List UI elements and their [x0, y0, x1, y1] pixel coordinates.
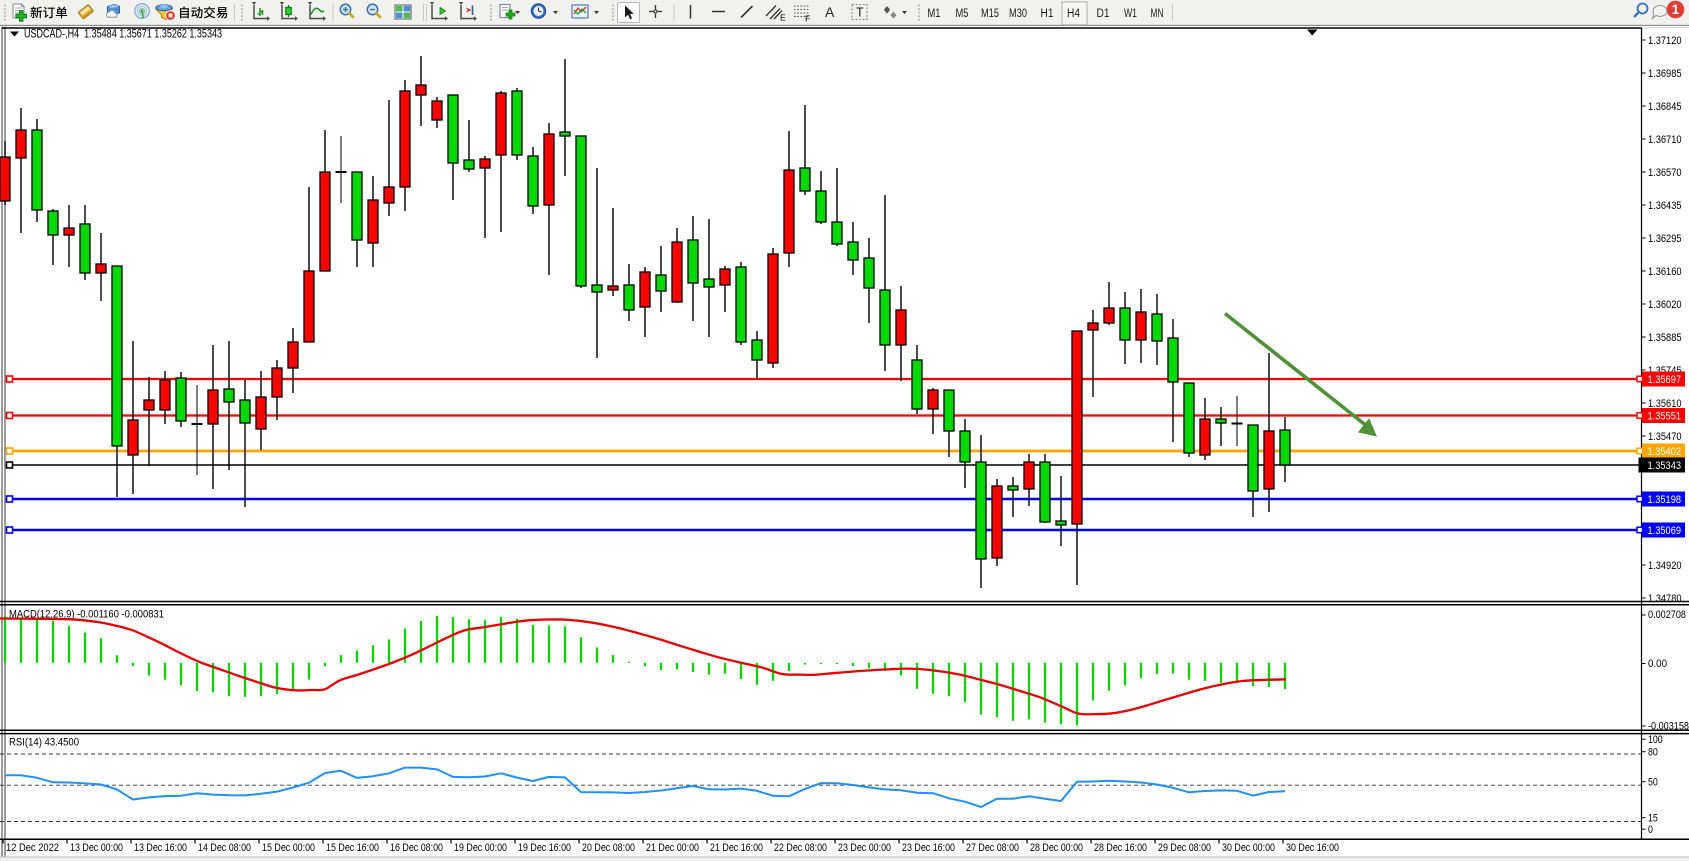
svg-text:1.35402: 1.35402 — [1648, 446, 1682, 458]
svg-text:M15: M15 — [981, 8, 999, 20]
svg-text:W1: W1 — [1124, 8, 1137, 20]
svg-text:1.34780: 1.34780 — [1648, 593, 1682, 605]
svg-text:0: 0 — [1648, 824, 1653, 836]
svg-text:T: T — [856, 6, 864, 20]
svg-text:A: A — [825, 4, 835, 20]
svg-text:1.35069: 1.35069 — [1648, 525, 1682, 537]
svg-text:1.37120: 1.37120 — [1648, 35, 1682, 47]
svg-text:1.35610: 1.35610 — [1648, 398, 1682, 410]
svg-text:1.36570: 1.36570 — [1648, 167, 1682, 179]
svg-text:F: F — [805, 14, 810, 24]
svg-text:15: 15 — [1648, 813, 1658, 825]
svg-text:1.35470: 1.35470 — [1648, 431, 1682, 443]
svg-text:12 Dec 2022: 12 Dec 2022 — [6, 842, 59, 854]
svg-text:1.36435: 1.36435 — [1648, 200, 1682, 212]
svg-text:15 Dec 16:00: 15 Dec 16:00 — [326, 842, 379, 854]
svg-text:80: 80 — [1648, 747, 1658, 759]
svg-text:1.36845: 1.36845 — [1648, 101, 1682, 113]
svg-text:MN: MN — [1151, 8, 1164, 20]
svg-text:E: E — [780, 13, 786, 23]
svg-text:1.36710: 1.36710 — [1648, 134, 1682, 146]
svg-text:1.35697: 1.35697 — [1648, 374, 1682, 386]
svg-text:M30: M30 — [1009, 8, 1027, 20]
svg-text:H1: H1 — [1041, 8, 1054, 20]
svg-text:14 Dec 08:00: 14 Dec 08:00 — [198, 842, 251, 854]
svg-text:1.34920: 1.34920 — [1648, 560, 1682, 572]
svg-text:23 Dec 00:00: 23 Dec 00:00 — [838, 842, 891, 854]
svg-text:28 Dec 16:00: 28 Dec 16:00 — [1094, 842, 1147, 854]
svg-text:30 Dec 00:00: 30 Dec 00:00 — [1222, 842, 1275, 854]
svg-text:22 Dec 08:00: 22 Dec 08:00 — [774, 842, 827, 854]
svg-text:-0.003158: -0.003158 — [1648, 721, 1689, 733]
svg-text:19 Dec 00:00: 19 Dec 00:00 — [454, 842, 507, 854]
svg-text:0.002708: 0.002708 — [1648, 609, 1686, 621]
svg-text:29 Dec 08:00: 29 Dec 08:00 — [1158, 842, 1211, 854]
svg-text:28 Dec 00:00: 28 Dec 00:00 — [1030, 842, 1083, 854]
svg-text:23 Dec 16:00: 23 Dec 16:00 — [902, 842, 955, 854]
svg-text:1.35198: 1.35198 — [1648, 494, 1682, 506]
svg-text:50: 50 — [1648, 777, 1658, 789]
svg-text:27 Dec 08:00: 27 Dec 08:00 — [966, 842, 1019, 854]
svg-text:30 Dec 16:00: 30 Dec 16:00 — [1286, 842, 1339, 854]
svg-text:M5: M5 — [956, 8, 969, 20]
svg-text:1.36160: 1.36160 — [1648, 266, 1682, 278]
svg-text:1.36985: 1.36985 — [1648, 68, 1682, 80]
svg-text:13 Dec 16:00: 13 Dec 16:00 — [134, 842, 187, 854]
svg-text:21 Dec 16:00: 21 Dec 16:00 — [710, 842, 763, 854]
svg-text:16 Dec 08:00: 16 Dec 08:00 — [390, 842, 443, 854]
svg-text:1.36295: 1.36295 — [1648, 233, 1682, 245]
svg-text:M1: M1 — [928, 8, 941, 20]
svg-text:1.36020: 1.36020 — [1648, 299, 1682, 311]
svg-text:1.35343: 1.35343 — [1648, 460, 1682, 472]
svg-text:RSI(14) 43.4500: RSI(14) 43.4500 — [9, 737, 79, 749]
svg-text:100: 100 — [1648, 734, 1663, 746]
svg-text:20 Dec 08:00: 20 Dec 08:00 — [582, 842, 635, 854]
svg-text:H4: H4 — [1067, 8, 1081, 20]
svg-text:1.35885: 1.35885 — [1648, 332, 1682, 344]
svg-text:D1: D1 — [1097, 8, 1110, 20]
svg-text:13 Dec 00:00: 13 Dec 00:00 — [70, 842, 123, 854]
svg-text:1.35551: 1.35551 — [1648, 411, 1682, 423]
svg-text:21 Dec 00:00: 21 Dec 00:00 — [646, 842, 699, 854]
svg-text:15 Dec 00:00: 15 Dec 00:00 — [262, 842, 315, 854]
svg-text:1: 1 — [1672, 2, 1680, 17]
svg-text:0.00: 0.00 — [1648, 658, 1667, 670]
svg-text:USDCAD-,H4 1.35484 1.35671 1.: USDCAD-,H4 1.35484 1.35671 1.35262 1.353… — [24, 29, 222, 41]
svg-text:19 Dec 16:00: 19 Dec 16:00 — [518, 842, 571, 854]
svg-text:MACD(12,26,9) -0.001160 -0.000: MACD(12,26,9) -0.001160 -0.000831 — [9, 609, 164, 621]
